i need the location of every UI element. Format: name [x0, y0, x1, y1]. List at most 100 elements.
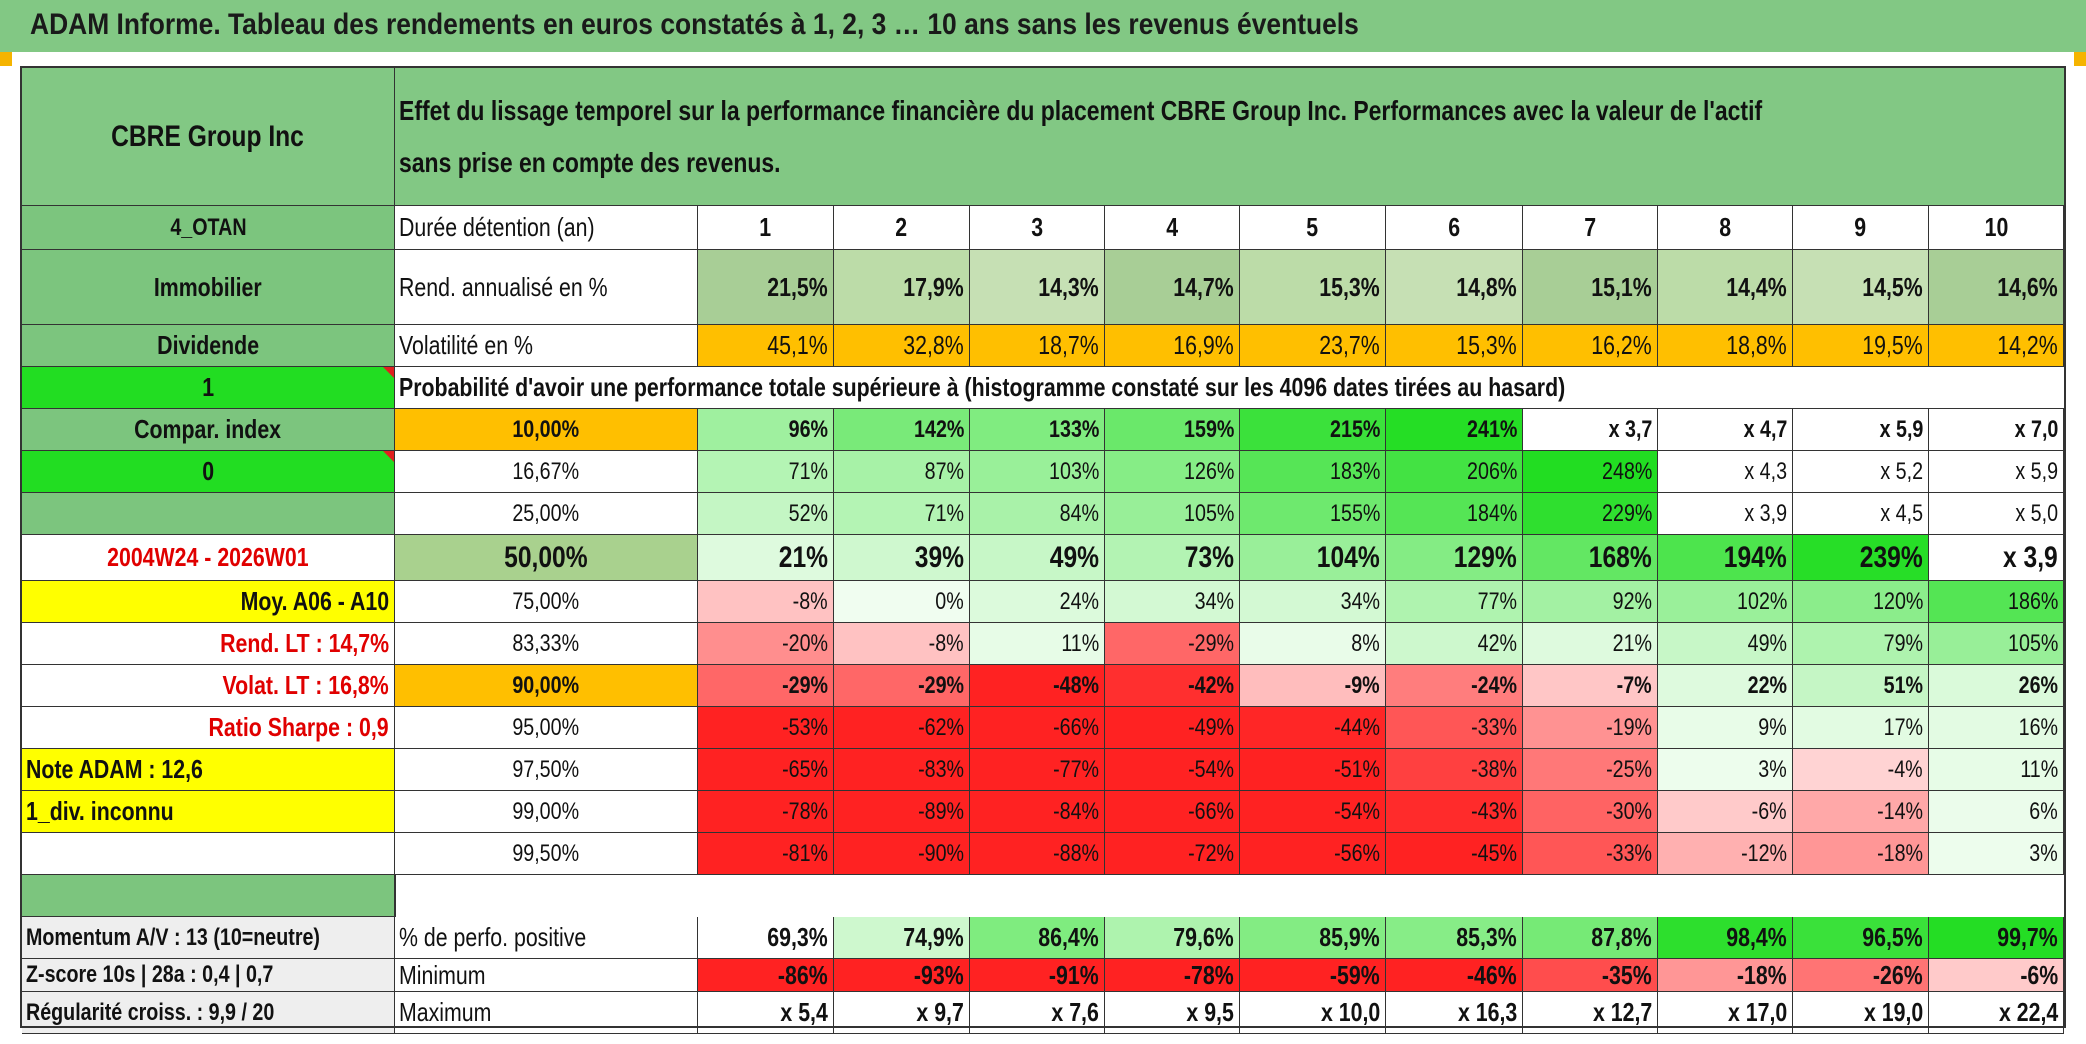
probability-value-text: -19% [1606, 713, 1652, 741]
probability-value-text: -54% [1188, 755, 1234, 783]
minimum-value-text: -86% [778, 959, 828, 990]
volat-value-text: 19,5% [1862, 330, 1923, 360]
probability-value: -8% [834, 623, 970, 665]
probability-value-text: x 5,2 [1880, 457, 1923, 485]
positive-value-text: 86,4% [1038, 922, 1099, 952]
probability-value: -49% [1105, 707, 1240, 749]
probability-value-text: 71% [924, 499, 964, 527]
probability-value-text: 16% [2018, 713, 2058, 741]
minimum-value-text: -46% [1467, 959, 1517, 990]
probability-value: -88% [970, 833, 1105, 875]
rend-value-text: 14,5% [1862, 271, 1923, 302]
volat-value-text: 16,2% [1591, 330, 1652, 360]
empty-green-cell [22, 493, 395, 535]
probability-threshold: 83,33% [395, 623, 698, 665]
probability-value: 71% [834, 493, 970, 535]
probability-value-text: -29% [918, 671, 964, 699]
probability-value-text: -8% [928, 629, 964, 657]
volat-value: 18,7% [970, 325, 1105, 367]
probability-value-text: 142% [913, 415, 964, 443]
dividend-status-label-text: 1_div. inconnu [26, 796, 174, 826]
probability-value: x 3,7 [1523, 409, 1658, 451]
minimum-value: -6% [1929, 959, 2064, 992]
probability-value: -29% [1105, 623, 1240, 665]
probability-value: 21% [698, 535, 834, 581]
probability-value: 129% [1386, 535, 1523, 581]
volat-value-text: 18,7% [1038, 330, 1099, 360]
probability-value-text: -83% [918, 755, 964, 783]
probability-value-text: -12% [1741, 839, 1787, 867]
probability-value: 21% [1523, 623, 1658, 665]
rend-value-text: 14,8% [1456, 271, 1517, 302]
probability-value: -81% [698, 833, 834, 875]
probability-value-text: -33% [1606, 839, 1652, 867]
duration-6-text: 6 [1448, 212, 1460, 242]
probability-value: 3% [1929, 833, 2064, 875]
probability-value-text: -30% [1606, 797, 1652, 825]
probability-value: -25% [1523, 749, 1658, 791]
duration-10: 10 [1929, 206, 2064, 250]
probability-value-text: 77% [1477, 587, 1517, 615]
probability-value: 49% [970, 535, 1105, 581]
maximum-label: Maximum [395, 992, 698, 1034]
probability-value: 184% [1386, 493, 1523, 535]
probability-value-text: 129% [1454, 540, 1517, 574]
probability-value: 17% [1793, 707, 1929, 749]
probability-value: 16% [1929, 707, 2064, 749]
volat-value-text: 14,2% [1997, 330, 2058, 360]
volat-value: 45,1% [698, 325, 834, 367]
probability-value-text: x 4,7 [1743, 415, 1787, 443]
probability-value: x 3,9 [1929, 535, 2064, 581]
header-description-text: Effet du lissage temporel sur la perform… [399, 94, 1763, 178]
probability-threshold-text: 97,50% [512, 755, 580, 783]
dividend-status-label: 1_div. inconnu [22, 791, 395, 833]
probability-value: -62% [834, 707, 970, 749]
toggle-value-cell[interactable]: 1 [22, 367, 395, 409]
maximum-value: x 17,0 [1658, 992, 1793, 1034]
minimum-value-text: -93% [914, 959, 964, 990]
probability-value: 34% [1105, 581, 1240, 623]
volat-value-text: 15,3% [1456, 330, 1517, 360]
probability-value-text: 3% [2029, 839, 2058, 867]
probability-value: -12% [1658, 833, 1793, 875]
average-label: Moy. A06 - A10 [22, 581, 395, 623]
probability-threshold-text: 10,00% [512, 415, 580, 443]
corner-marker [2074, 52, 2086, 66]
probability-value: 24% [970, 581, 1105, 623]
probability-value-text: 22% [1747, 671, 1787, 699]
probability-threshold-text: 83,33% [512, 629, 580, 657]
probability-value-text: -45% [1471, 839, 1517, 867]
minimum-value-text: -91% [1049, 959, 1099, 990]
probability-value-text: -44% [1334, 713, 1380, 741]
period-label-text: 2004W24 - 2026W01 [107, 542, 309, 572]
sector-label: Immobilier [22, 250, 395, 325]
corner-marker [0, 52, 12, 66]
probability-value: 229% [1523, 493, 1658, 535]
probability-value-text: 229% [1601, 499, 1652, 527]
spacer-green [22, 875, 395, 917]
probability-value: 155% [1240, 493, 1386, 535]
probability-threshold: 10,00% [395, 409, 698, 451]
rend-value: 14,5% [1793, 250, 1929, 325]
probability-value: x 4,3 [1658, 451, 1793, 493]
probability-value-text: 103% [1048, 457, 1099, 485]
compar-index-value[interactable]: 0 [22, 451, 395, 493]
probability-value-text: -78% [782, 797, 828, 825]
probability-value-text: x 7,0 [2014, 415, 2058, 443]
probability-value: 102% [1658, 581, 1793, 623]
probability-value-text: 194% [1724, 540, 1787, 574]
probability-value-text: 49% [1049, 540, 1099, 574]
performance-table: CBRE Group Inc Effet du lissage temporel … [22, 68, 2065, 1034]
probability-value: -14% [1793, 791, 1929, 833]
positive-value-text: 96,5% [1862, 922, 1923, 952]
rend-value: 15,3% [1240, 250, 1386, 325]
probability-value: x 5,9 [1793, 409, 1929, 451]
probability-value-text: -43% [1471, 797, 1517, 825]
rend-value: 14,7% [1105, 250, 1240, 325]
duration-5: 5 [1240, 206, 1386, 250]
income-type-label-text: Dividende [157, 330, 259, 360]
probability-value-text: 73% [1184, 540, 1234, 574]
probability-value-text: -6% [1751, 797, 1787, 825]
probability-value-text: -56% [1334, 839, 1380, 867]
maximum-value-text: x 12,7 [1592, 997, 1652, 1027]
